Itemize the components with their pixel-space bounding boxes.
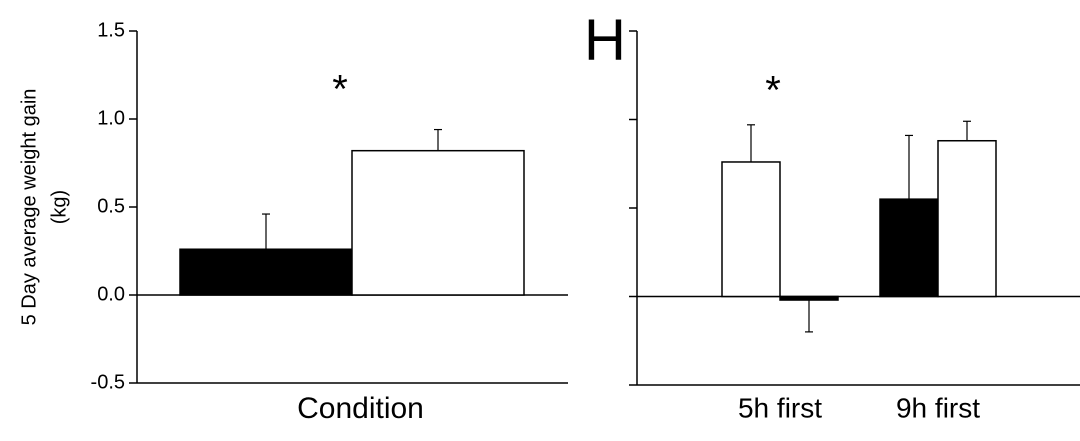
y-tick-label: 1.5 [97,19,125,41]
significance-star: * [765,69,781,113]
bar [937,139,997,298]
x-tick-label: 5h first [738,392,822,423]
panel-label: H [584,7,626,72]
y-tick-label: 1.0 [97,107,125,129]
bar [779,295,839,301]
bar [879,198,939,298]
x-tick-label: 9h first [896,392,980,423]
y-axis-label: (kg) [48,190,70,224]
y-tick-label: -0.5 [91,371,125,393]
bar [721,161,781,298]
y-axis-label: 5 Day average weight gain [18,89,40,326]
significance-star: * [332,68,348,112]
y-tick-label: 0.5 [97,195,125,217]
bar [351,149,525,296]
bar [179,248,353,296]
x-axis-label: Condition [297,392,424,425]
y-tick-label: 0.0 [97,283,125,305]
